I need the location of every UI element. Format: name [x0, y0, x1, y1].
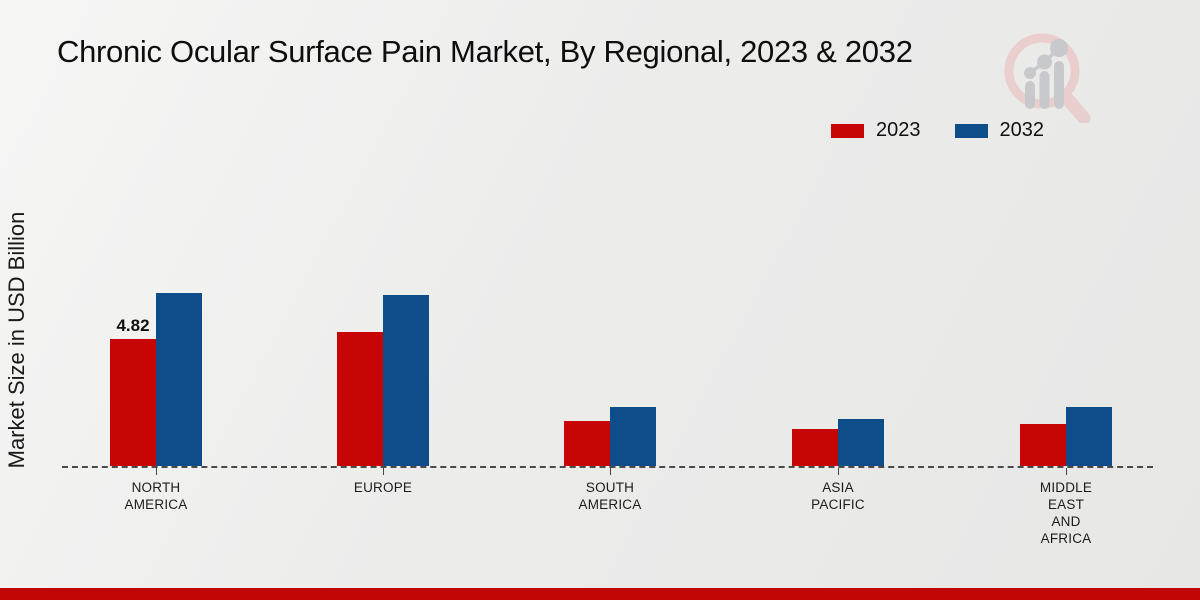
market-research-future-logo: [1004, 33, 1091, 123]
legend-label-2023: 2023: [876, 119, 921, 141]
bar-2032-asia-pacific: [838, 419, 884, 466]
x-axis-label-europe: EUROPE: [353, 480, 413, 495]
bar-2023-south-america: [564, 421, 610, 466]
bar-2023-north-america: [110, 339, 156, 466]
legend: 2023 2032: [831, 119, 1044, 142]
x-axis-tick-south-america: [610, 468, 611, 475]
bar-2023-europe: [337, 332, 383, 466]
x-axis-label-asia-pacific: ASIA PACIFIC: [811, 480, 865, 512]
x-axis-tick-europe: [383, 468, 384, 475]
legend-label-2032: 2032: [999, 119, 1045, 141]
legend-item-2032: 2032: [954, 119, 1045, 142]
value-label-2023-north-america: 4.82: [116, 316, 150, 335]
x-axis-label-south-america: SOUTH AMERICA: [578, 480, 642, 512]
footer-accent-bar: [0, 588, 1200, 600]
x-axis-baseline: [62, 466, 1153, 468]
bar-2023-asia-pacific: [792, 429, 838, 466]
bar-2032-north-america: [156, 293, 202, 466]
chart-title: Chronic Ocular Surface Pain Market, By R…: [57, 34, 913, 69]
x-axis-label-middle-east-and-africa: MIDDLE EAST AND AFRICA: [1039, 480, 1093, 546]
bar-2032-middle-east-and-africa: [1066, 407, 1112, 466]
magnifier-handle-icon: [1059, 90, 1091, 123]
x-axis-tick-north-america: [156, 468, 157, 475]
x-axis-tick-asia-pacific: [838, 468, 839, 475]
bar-2023-middle-east-and-africa: [1020, 424, 1066, 466]
bar-chart-icon: [1025, 81, 1035, 109]
legend-swatch-2023: [831, 123, 864, 138]
bar-2032-europe: [383, 295, 429, 466]
x-axis-label-north-america: NORTH AMERICA: [124, 480, 188, 512]
x-axis-tick-middle-east-and-africa: [1066, 468, 1067, 475]
legend-swatch-2032: [954, 123, 988, 138]
bar-2032-south-america: [610, 407, 656, 466]
legend-item-2023: 2023: [831, 119, 921, 142]
